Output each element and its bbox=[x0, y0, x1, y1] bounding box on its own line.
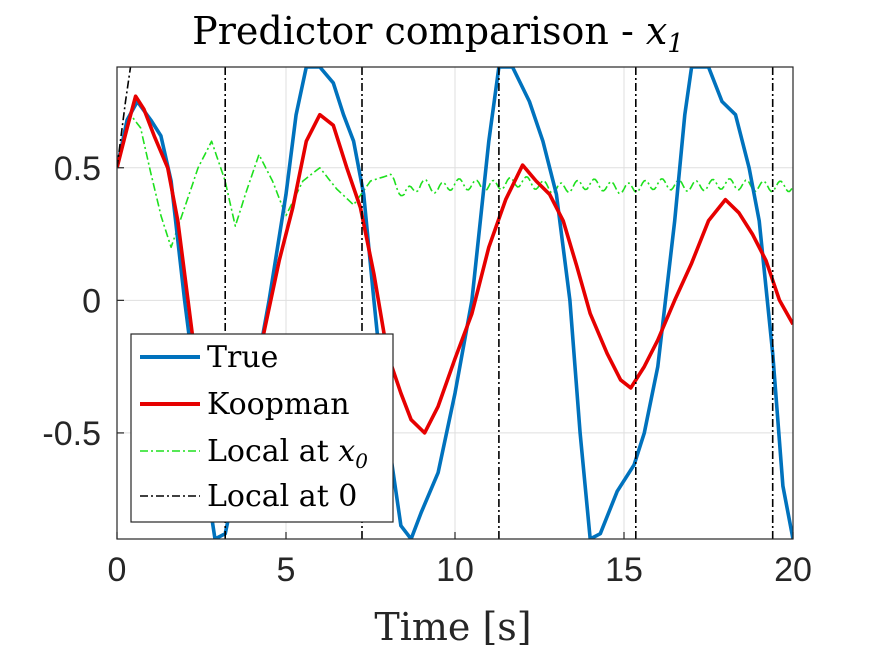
x-ticks: 0 5 10 15 20 bbox=[108, 532, 812, 589]
chart-title: Predictor comparison - x1 bbox=[192, 9, 684, 59]
x-tick-label-1: 5 bbox=[277, 551, 296, 589]
y-tick-label-1: 0 bbox=[82, 282, 101, 320]
series-true-line bbox=[117, 67, 793, 539]
y-ticks: -0.5 0 0.5 bbox=[42, 150, 124, 453]
legend-box bbox=[130, 333, 394, 523]
legend-label-true: True bbox=[207, 340, 278, 375]
x-tick-label-3: 15 bbox=[605, 551, 643, 589]
x-tick-label-2: 10 bbox=[436, 551, 474, 589]
x-tick-label-4: 20 bbox=[774, 551, 812, 589]
series-local-at-0-segment-0 bbox=[117, 67, 132, 168]
x-axis-label: Time [s] bbox=[374, 605, 531, 649]
legend: True Koopman Local at x0 Local at 0 bbox=[130, 333, 394, 523]
y-tick-label-2: 0.5 bbox=[54, 150, 101, 188]
series-local-at-x0-line bbox=[117, 113, 793, 249]
legend-label-local-x0: Local at x0 bbox=[207, 434, 368, 473]
x-tick-label-0: 0 bbox=[108, 551, 127, 589]
legend-label-local-0: Local at 0 bbox=[207, 479, 357, 514]
y-tick-label-0: -0.5 bbox=[42, 415, 101, 453]
legend-label-koopman: Koopman bbox=[207, 387, 350, 422]
